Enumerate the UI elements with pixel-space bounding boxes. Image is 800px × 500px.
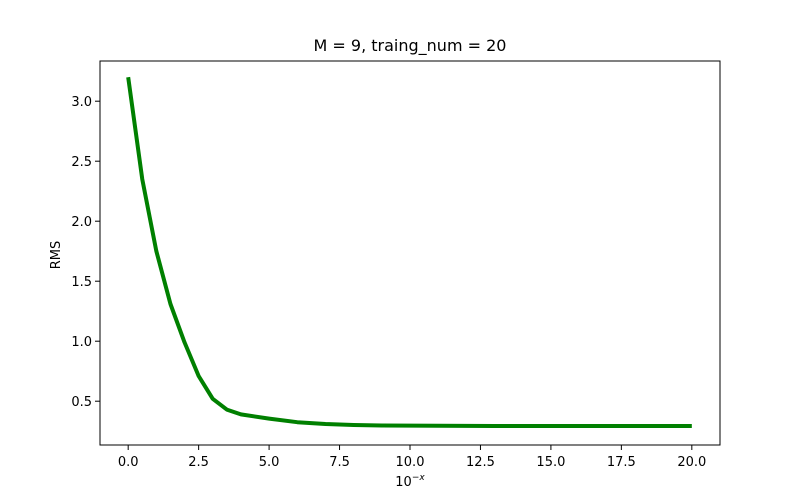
x-axis-label: 10−x	[395, 473, 425, 490]
chart-title: M = 9, traing_num = 20	[314, 36, 507, 56]
y-axis-label: RMS	[49, 241, 64, 270]
x-tick-label: 10.0	[396, 455, 425, 470]
x-tick-label: 7.5	[329, 455, 350, 470]
x-axis-label-exponent: −x	[412, 473, 426, 483]
series-line-0	[126, 76, 692, 429]
x-axis-label-base: 10	[395, 475, 412, 490]
x-tick-label: 5.0	[259, 455, 280, 470]
x-tick-label: 15.0	[536, 455, 565, 470]
x-tick-label: 12.5	[466, 455, 495, 470]
x-tick-label: 0.0	[118, 455, 139, 470]
plot-area: 0.0 2.5 5.0 7.5 10.0 12.5 15.0 17.5 20.0 0.5 1.0 1.…	[71, 60, 721, 470]
x-tick-label: 17.5	[607, 455, 636, 470]
y-tick-label: 1.0	[71, 335, 92, 350]
y-tick-label: 1.5	[71, 275, 92, 290]
y-tick-label: 0.5	[71, 395, 92, 410]
y-tick-label: 2.5	[71, 155, 92, 170]
x-tick-label: 20.0	[677, 455, 706, 470]
y-tick-label: 3.0	[71, 95, 92, 110]
x-tick-label: 2.5	[188, 455, 209, 470]
y-tick-label: 2.0	[71, 215, 92, 230]
